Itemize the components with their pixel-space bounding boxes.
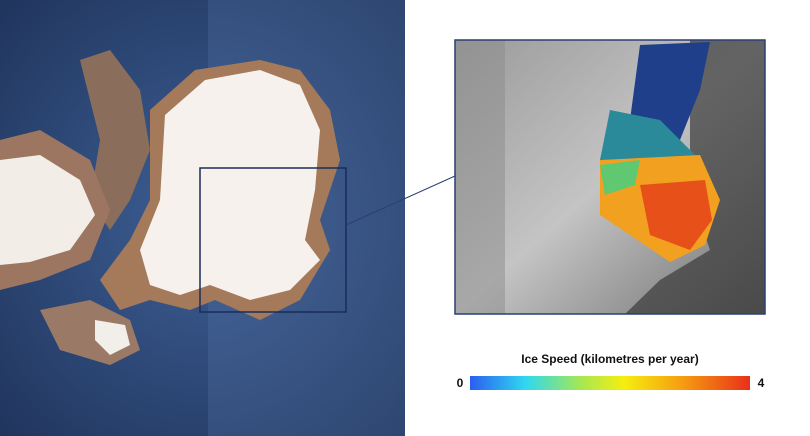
colorbar-max-label: 4 xyxy=(758,376,765,390)
satellite-image xyxy=(0,0,405,436)
connector-line xyxy=(345,175,456,226)
zoom-image xyxy=(454,39,766,315)
colorbar-min-label: 0 xyxy=(457,376,464,390)
colorbar-gradient xyxy=(470,376,750,390)
colorbar-title: Ice Speed (kilometres per year) xyxy=(521,352,698,366)
colorbar: Ice Speed (kilometres per year) 0 4 xyxy=(457,352,765,390)
